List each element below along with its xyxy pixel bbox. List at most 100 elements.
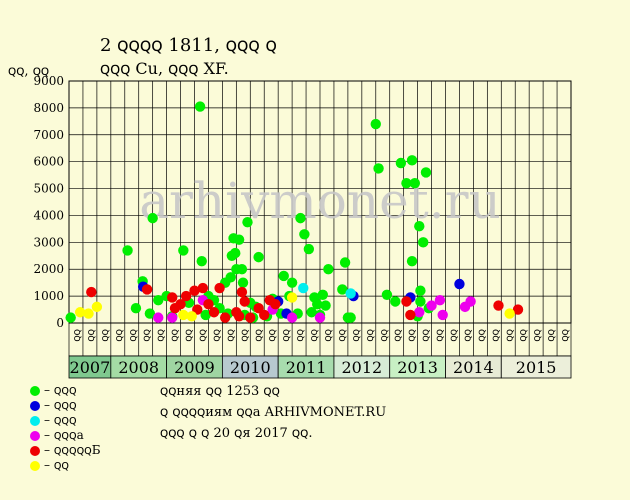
legend-dot — [30, 400, 40, 411]
data-point — [178, 245, 189, 256]
x-tick-label: ꞯꞯ — [379, 329, 390, 342]
x-tick-label: ꞯꞯ — [421, 329, 432, 342]
legend-item: – ꞯꞯꞯ — [30, 413, 101, 428]
data-point — [233, 311, 245, 322]
data-point — [286, 292, 298, 303]
data-point — [122, 245, 133, 256]
data-point — [245, 312, 256, 323]
data-point — [395, 157, 407, 169]
data-point — [323, 264, 334, 275]
data-point — [504, 308, 515, 319]
x-tick-label: ꞯꞯ — [295, 329, 306, 342]
legend: – ꞯꞯꞯ – ꞯꞯꞯ – ꞯꞯꞯ – ꞯꞯꞯa – ꞯꞯꞯꞯꞯБ – ꞯꞯ — [30, 383, 101, 473]
year-label: 2013 — [397, 358, 438, 377]
chart-notes: ꞯꞯняя ꞯꞯ 1253 ꞯꞯ ꞯ ꞯꞯꞯꞯиям ꞯꞯa ARHIVMONE… — [160, 381, 386, 444]
data-point — [237, 277, 249, 288]
data-point — [153, 312, 164, 323]
x-tick-label: ꞯꞯ — [560, 329, 571, 342]
data-point — [465, 296, 476, 307]
data-point — [406, 255, 418, 267]
x-tick-label: ꞯꞯ — [128, 329, 139, 342]
data-point — [303, 243, 315, 255]
data-point — [373, 163, 384, 174]
y-tick-label: 1000 — [33, 289, 64, 303]
legend-label: – ꞯꞯꞯ — [44, 383, 77, 397]
x-tick-label: ꞯꞯ — [86, 329, 97, 342]
legend-item: – ꞯꞯꞯa — [30, 428, 101, 443]
data-point — [166, 292, 178, 303]
data-point — [370, 118, 381, 130]
y-tick-label: 0 — [56, 316, 64, 330]
x-tick-label: ꞯꞯ — [142, 329, 153, 342]
data-point — [130, 303, 142, 314]
year-label: 2011 — [286, 358, 327, 377]
data-point — [214, 282, 225, 294]
x-tick-label: ꞯꞯ — [309, 329, 320, 342]
legend-label: – ꞯꞯꞯꞯꞯБ — [44, 443, 101, 457]
data-point — [233, 234, 245, 245]
data-point — [196, 255, 207, 267]
data-point — [415, 296, 426, 307]
legend-item: – ꞯꞯꞯ — [30, 383, 101, 398]
x-tick-label: ꞯꞯ — [239, 329, 250, 342]
y-tick-label: 4000 — [33, 208, 64, 222]
legend-label: – ꞯꞯꞯa — [44, 428, 84, 442]
note-line: ꞯꞯꞯ ꞯ ꞯ 20 ꞯя 2017 ꞯꞯ. — [160, 426, 313, 441]
legend-label: – ꞯꞯꞯ — [44, 413, 77, 427]
x-tick-label: ꞯꞯ — [253, 329, 264, 342]
data-point — [147, 212, 158, 224]
data-point — [299, 229, 310, 240]
note-line: ꞯ ꞯꞯꞯꞯиям ꞯꞯa ARHIVMONET.RU — [160, 405, 387, 420]
note-line: ꞯꞯняя ꞯꞯ 1253 ꞯꞯ — [160, 384, 280, 399]
year-label: 2008 — [118, 358, 159, 377]
data-point — [298, 282, 309, 294]
data-point — [144, 308, 156, 319]
legend-dot — [30, 460, 40, 471]
y-tick-label: 8000 — [33, 101, 64, 115]
data-point — [219, 312, 231, 323]
data-point — [390, 296, 401, 307]
data-point — [236, 264, 248, 275]
data-point — [242, 216, 253, 228]
x-tick-label: ꞯꞯ — [337, 329, 348, 342]
y-tick-label: 3000 — [33, 235, 64, 249]
year-label: 2015 — [516, 358, 557, 377]
x-tick-label: ꞯꞯ — [323, 329, 334, 342]
x-tick-label: ꞯꞯ — [490, 329, 501, 342]
data-point — [225, 272, 236, 283]
data-point — [253, 251, 264, 263]
data-point — [306, 307, 317, 318]
legend-dot — [30, 445, 40, 456]
x-tick-label: ꞯꞯ — [225, 329, 236, 342]
data-point — [74, 307, 86, 318]
y-tick-label: 2000 — [33, 262, 64, 276]
chart-subtitle: ꞯꞯꞯ Cu, ꞯꞯꞯ XF. — [100, 59, 229, 78]
data-point — [239, 296, 250, 307]
data-point — [414, 221, 425, 232]
data-point — [186, 311, 197, 322]
data-point — [175, 298, 186, 310]
legend-item: – ꞯꞯ — [30, 458, 101, 473]
y-axis-label: ꞯꞯ, ꞯꞯ — [8, 64, 50, 79]
legend-dot — [30, 415, 40, 426]
data-point — [286, 312, 298, 323]
y-tick-label: 9000 — [33, 74, 64, 88]
x-tick-label: ꞯꞯ — [448, 329, 459, 342]
data-point — [141, 284, 153, 295]
data-point — [295, 212, 306, 224]
data-point — [312, 298, 323, 310]
x-tick-label: ꞯꞯ — [435, 329, 446, 342]
data-point — [405, 309, 416, 321]
legend-dot — [30, 385, 40, 396]
x-tick-label: ꞯꞯ — [476, 329, 487, 342]
x-tick-label: ꞯꞯ — [365, 329, 376, 342]
data-point — [203, 298, 214, 310]
chart-title: 2 ꞯꞯꞯꞯ 1811, ꞯꞯꞯ ꞯ — [100, 35, 277, 56]
year-label: 2014 — [453, 358, 494, 377]
data-point — [417, 237, 429, 248]
data-point — [454, 278, 465, 290]
x-tick-label: ꞯꞯ — [72, 329, 83, 342]
data-point — [194, 101, 206, 112]
x-tick-label: ꞯꞯ — [114, 329, 125, 342]
data-point — [86, 286, 97, 298]
